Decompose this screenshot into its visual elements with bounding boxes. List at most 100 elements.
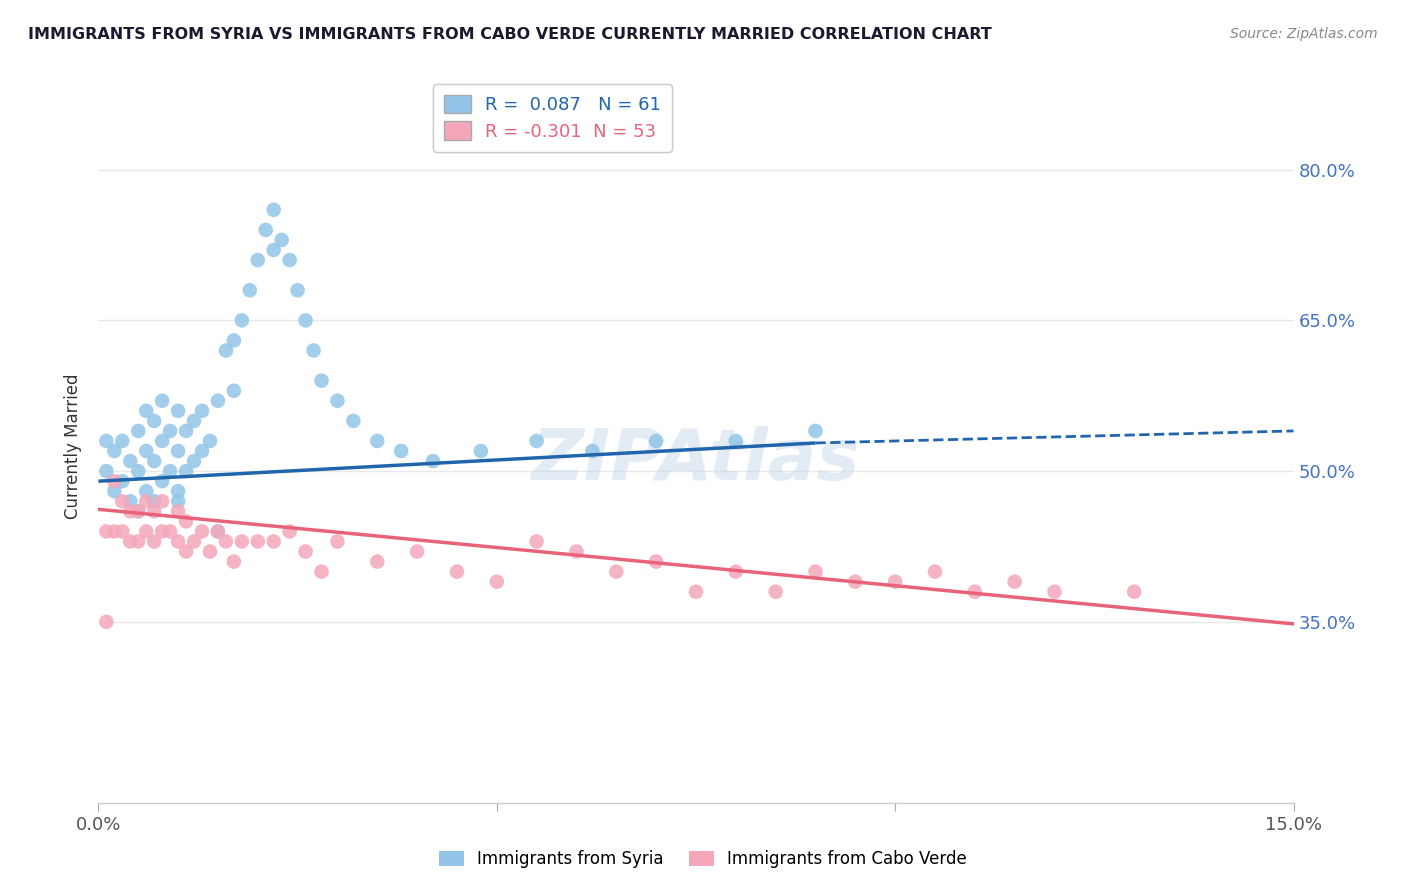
Point xyxy=(127,464,149,478)
Point xyxy=(191,404,214,418)
Point xyxy=(120,534,142,549)
Point xyxy=(884,574,907,589)
Point xyxy=(446,565,468,579)
Point xyxy=(103,444,125,458)
Point xyxy=(294,544,316,558)
Point xyxy=(198,434,221,448)
Point xyxy=(183,414,205,428)
Point xyxy=(470,444,492,458)
Point xyxy=(135,494,157,508)
Point xyxy=(135,484,157,499)
Point xyxy=(263,534,285,549)
Point xyxy=(135,524,157,539)
Point xyxy=(111,434,134,448)
Point xyxy=(270,233,292,247)
Point xyxy=(326,534,349,549)
Point xyxy=(724,434,747,448)
Y-axis label: Currently Married: Currently Married xyxy=(65,373,83,519)
Point xyxy=(167,404,190,418)
Point xyxy=(96,434,118,448)
Point xyxy=(167,484,190,499)
Point xyxy=(685,584,707,599)
Point xyxy=(191,524,214,539)
Point xyxy=(150,474,173,488)
Point xyxy=(278,253,301,268)
Point xyxy=(804,565,827,579)
Point xyxy=(963,584,986,599)
Point xyxy=(231,534,253,549)
Point xyxy=(645,434,668,448)
Legend: R =  0.087   N = 61, R = -0.301  N = 53: R = 0.087 N = 61, R = -0.301 N = 53 xyxy=(433,84,672,152)
Point xyxy=(389,444,412,458)
Point xyxy=(1043,584,1066,599)
Point xyxy=(159,464,181,478)
Point xyxy=(167,494,190,508)
Point xyxy=(302,343,325,358)
Point xyxy=(215,534,238,549)
Point xyxy=(103,484,125,499)
Point xyxy=(222,555,245,569)
Point xyxy=(207,524,229,539)
Point xyxy=(406,544,429,558)
Point xyxy=(287,283,309,297)
Point xyxy=(103,524,125,539)
Point xyxy=(127,504,149,518)
Point xyxy=(120,494,142,508)
Point xyxy=(207,393,229,408)
Point xyxy=(127,504,149,518)
Point xyxy=(143,454,166,468)
Point xyxy=(1004,574,1026,589)
Point xyxy=(844,574,866,589)
Point xyxy=(485,574,508,589)
Point xyxy=(724,565,747,579)
Point xyxy=(143,504,166,518)
Point xyxy=(222,334,245,348)
Point xyxy=(143,414,166,428)
Point xyxy=(222,384,245,398)
Point xyxy=(422,454,444,468)
Point xyxy=(96,524,118,539)
Legend: Immigrants from Syria, Immigrants from Cabo Verde: Immigrants from Syria, Immigrants from C… xyxy=(433,844,973,875)
Point xyxy=(246,534,269,549)
Point xyxy=(120,504,142,518)
Point xyxy=(174,544,197,558)
Point xyxy=(366,434,388,448)
Point xyxy=(565,544,588,558)
Point xyxy=(326,393,349,408)
Point xyxy=(167,504,190,518)
Text: IMMIGRANTS FROM SYRIA VS IMMIGRANTS FROM CABO VERDE CURRENTLY MARRIED CORRELATIO: IMMIGRANTS FROM SYRIA VS IMMIGRANTS FROM… xyxy=(28,27,991,42)
Point xyxy=(127,534,149,549)
Point xyxy=(111,474,134,488)
Point xyxy=(765,584,787,599)
Point xyxy=(239,283,262,297)
Point xyxy=(263,202,285,217)
Point xyxy=(183,534,205,549)
Point xyxy=(111,494,134,508)
Point xyxy=(183,454,205,468)
Point xyxy=(191,444,214,458)
Point xyxy=(366,555,388,569)
Point xyxy=(263,243,285,257)
Point xyxy=(231,313,253,327)
Point xyxy=(143,494,166,508)
Point xyxy=(127,424,149,438)
Point xyxy=(581,444,603,458)
Point xyxy=(278,524,301,539)
Point xyxy=(804,424,827,438)
Point xyxy=(143,534,166,549)
Point xyxy=(120,454,142,468)
Point xyxy=(215,343,238,358)
Point xyxy=(311,565,333,579)
Point xyxy=(526,534,548,549)
Point xyxy=(1123,584,1146,599)
Point xyxy=(924,565,946,579)
Point xyxy=(167,534,190,549)
Point xyxy=(246,253,269,268)
Point xyxy=(342,414,364,428)
Point xyxy=(135,404,157,418)
Point xyxy=(254,223,277,237)
Point xyxy=(167,444,190,458)
Point xyxy=(111,524,134,539)
Point xyxy=(96,615,118,629)
Point xyxy=(294,313,316,327)
